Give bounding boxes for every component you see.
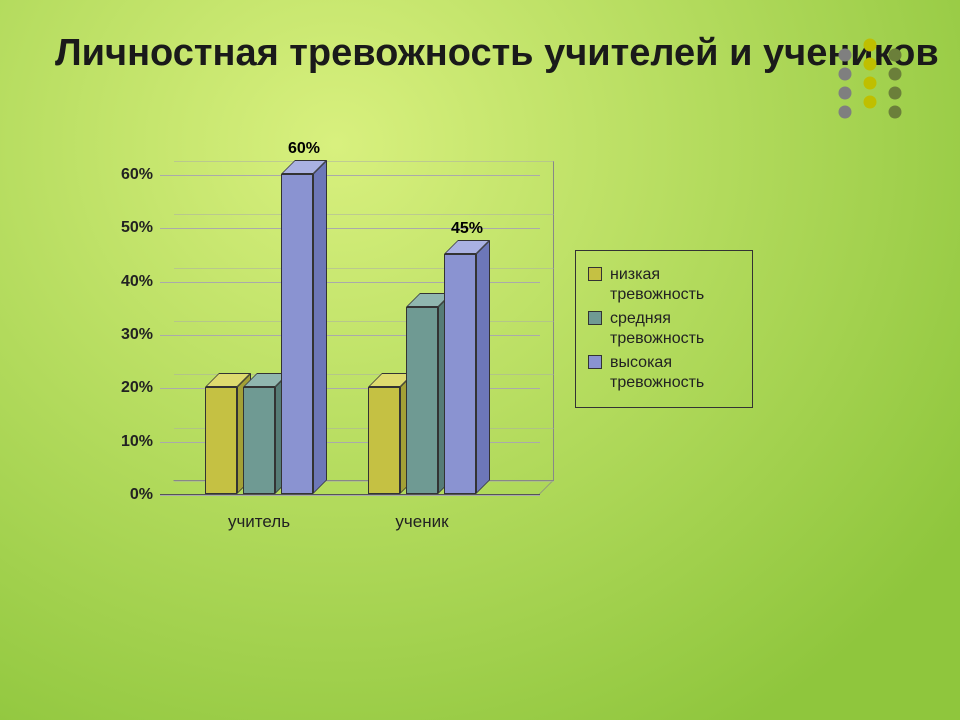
slide: Личностная тревожность учителей и ученик…: [0, 0, 960, 720]
chart-legend: низкая тревожностьсредняя тревожностьвыс…: [575, 250, 753, 408]
chart-gridline: [174, 161, 554, 162]
chart-plot-area: 0%10%20%30%40%50%60%учитель60%ученик45%: [160, 175, 540, 495]
chart-gridline: [174, 214, 554, 215]
y-tick-label: 10%: [105, 433, 153, 451]
x-tick-label: ученик: [395, 512, 448, 532]
chart-bar: [281, 174, 313, 494]
decor-dots-icon: [835, 35, 925, 135]
bar-data-label: 60%: [288, 140, 320, 158]
y-tick-label: 60%: [105, 166, 153, 184]
bar-chart: 0%10%20%30%40%50%60%учитель60%ученик45% …: [100, 175, 860, 585]
chart-bar: [406, 307, 438, 494]
chart-gridline: [174, 321, 554, 322]
chart-bar: [368, 387, 400, 494]
chart-bar: [205, 387, 237, 494]
y-tick-label: 0%: [105, 486, 153, 504]
y-tick-label: 50%: [105, 219, 153, 237]
legend-item: средняя тревожность: [588, 309, 740, 349]
legend-swatch-icon: [588, 311, 602, 325]
y-tick-label: 40%: [105, 273, 153, 291]
legend-swatch-icon: [588, 355, 602, 369]
bar-data-label: 45%: [451, 220, 483, 238]
chart-bar: [444, 254, 476, 494]
legend-label: средняя тревожность: [610, 309, 740, 349]
legend-label: высокая тревожность: [610, 353, 740, 393]
chart-bar: [243, 387, 275, 494]
chart-gridline: [160, 495, 540, 496]
slide-title: Личностная тревожность учителей и ученик…: [55, 30, 939, 78]
x-tick-label: учитель: [228, 512, 290, 532]
y-tick-label: 20%: [105, 379, 153, 397]
chart-gridline: [174, 268, 554, 269]
legend-item: низкая тревожность: [588, 265, 740, 305]
legend-label: низкая тревожность: [610, 265, 740, 305]
legend-swatch-icon: [588, 267, 602, 281]
chart-gridline: [160, 175, 540, 176]
y-tick-label: 30%: [105, 326, 153, 344]
legend-item: высокая тревожность: [588, 353, 740, 393]
